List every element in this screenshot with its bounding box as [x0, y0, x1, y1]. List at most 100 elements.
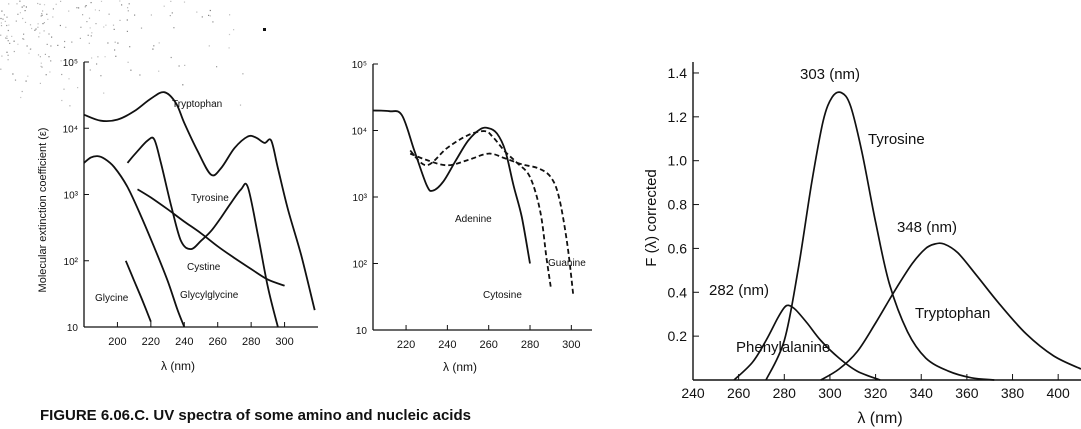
speckle-dot — [60, 60, 62, 62]
speckle-dot — [212, 21, 214, 23]
right-xlabel: λ (nm) — [857, 410, 902, 427]
right-axes: 0.2 0.4 0.6 0.8 1.0 1.2 1.4 240 260 280 300 320 340 3… — [668, 62, 1081, 401]
speckle-dot — [44, 53, 46, 55]
speckle-dot — [119, 0, 121, 2]
speckle-dot — [0, 22, 3, 24]
right-chart: F (λ) corrected λ (nm) 0.2 0.4 0.6 0.8 1.0 1.… — [643, 62, 1081, 427]
y-tick-label: 0.8 — [668, 197, 688, 213]
speckle-dot — [7, 40, 9, 42]
series-line-tyrosine — [765, 91, 995, 381]
speckle-dot — [209, 9, 211, 12]
y-tick-label: 10⁴ — [63, 124, 78, 135]
speckle-dot — [39, 32, 41, 34]
y-tick-label: 10² — [64, 257, 79, 268]
speckle-dot — [96, 63, 98, 65]
speckle-dot — [113, 28, 115, 30]
x-tick-label: 320 — [864, 385, 888, 401]
speckle-dot — [25, 80, 27, 82]
speckle-dot — [71, 41, 73, 43]
speckle-dot — [89, 27, 91, 29]
series-line-adenine — [372, 109, 531, 264]
speckle-dot — [43, 22, 45, 24]
figure-caption: FIGURE 6.06.C. UV spectra of some amino … — [40, 407, 471, 424]
speckle-dot — [2, 18, 4, 20]
speckle-dot — [8, 24, 10, 26]
speckle-dot — [37, 26, 39, 28]
speckle-dot — [97, 56, 99, 58]
speckle-dot — [42, 23, 44, 25]
speckle-dot — [91, 32, 93, 34]
speckle-dot — [0, 34, 2, 36]
speckle-dot — [4, 20, 6, 22]
speckle-dot — [23, 5, 25, 7]
speckle-dot — [152, 48, 154, 50]
speckle-dot — [35, 28, 37, 30]
scan-speckle — [0, 0, 266, 107]
label-cytosine: Cytosine — [483, 290, 522, 301]
speckle-dot — [107, 42, 109, 44]
speckle-dot — [3, 14, 5, 16]
speckle-dot — [13, 40, 15, 42]
speckle-dot — [105, 24, 107, 26]
x-tick-label: 220 — [142, 336, 160, 348]
speckle-dot — [35, 28, 37, 30]
speckle-dot — [85, 5, 87, 7]
speckle-dot — [11, 35, 13, 37]
speckle-dot — [6, 35, 8, 37]
speckle-dot — [127, 7, 129, 9]
y-tick-label: 10 — [67, 323, 79, 334]
speckle-dot — [94, 9, 96, 11]
speckle-dot — [24, 10, 26, 12]
speckle-dot — [228, 47, 230, 49]
y-tick-label: 10³ — [353, 193, 368, 204]
speckle-dot — [89, 69, 91, 71]
y-tick-label: 10⁵ — [352, 60, 367, 71]
x-tick-label: 260 — [209, 336, 227, 348]
speckle-dot — [201, 16, 203, 18]
speckle-dot — [57, 44, 59, 46]
speckle-dot — [158, 42, 160, 44]
speckle-dot — [228, 33, 231, 36]
speckle-dot — [128, 3, 130, 5]
speckle-dot — [63, 46, 66, 48]
speckle-dot — [41, 13, 43, 15]
series-line-cystine — [137, 188, 285, 287]
speckle-dot — [19, 0, 21, 2]
left-series — [83, 91, 316, 328]
left-axes: 10 10² 10³ 10⁴ 10⁵ 200 220 240 260 280 300 — [63, 58, 318, 348]
speckle-dot — [0, 68, 2, 70]
speckle-dot — [39, 82, 41, 84]
label-cystine: Cystine — [187, 262, 221, 273]
speckle-dot — [139, 74, 141, 76]
right-series — [733, 91, 1081, 381]
speckle-dot — [0, 17, 2, 20]
speckle-dot — [126, 19, 128, 21]
speckle-dot — [114, 49, 116, 51]
speckle-dot — [61, 99, 63, 102]
speckle-dot — [39, 3, 41, 5]
x-tick-label: 200 — [108, 336, 126, 348]
speckle-dot — [6, 24, 8, 27]
speckle-dot — [0, 25, 3, 27]
peak-label-tryptophan: 348 (nm) — [897, 219, 957, 236]
speckle-dot — [1, 10, 3, 12]
speckle-dot — [150, 14, 152, 16]
speckle-dot — [103, 26, 105, 28]
speckle-dot — [79, 37, 81, 39]
speckle-dot — [22, 38, 24, 40]
speckle-dot — [9, 42, 11, 44]
x-tick-label: 360 — [955, 385, 979, 401]
speckle-dot — [196, 11, 198, 13]
speckle-dot — [17, 43, 19, 45]
speckle-dot — [59, 24, 61, 27]
speckle-dot — [22, 17, 24, 20]
speckle-dot — [51, 36, 53, 38]
speckle-dot — [71, 64, 74, 66]
x-tick-label: 240 — [438, 339, 456, 351]
series-line-tyrosine — [126, 136, 279, 328]
speckle-dot — [41, 66, 43, 68]
speckle-dot — [208, 45, 210, 47]
speckle-dot — [27, 75, 29, 77]
speckle-dot — [47, 18, 49, 20]
label-guanine: Guanine — [548, 258, 586, 269]
